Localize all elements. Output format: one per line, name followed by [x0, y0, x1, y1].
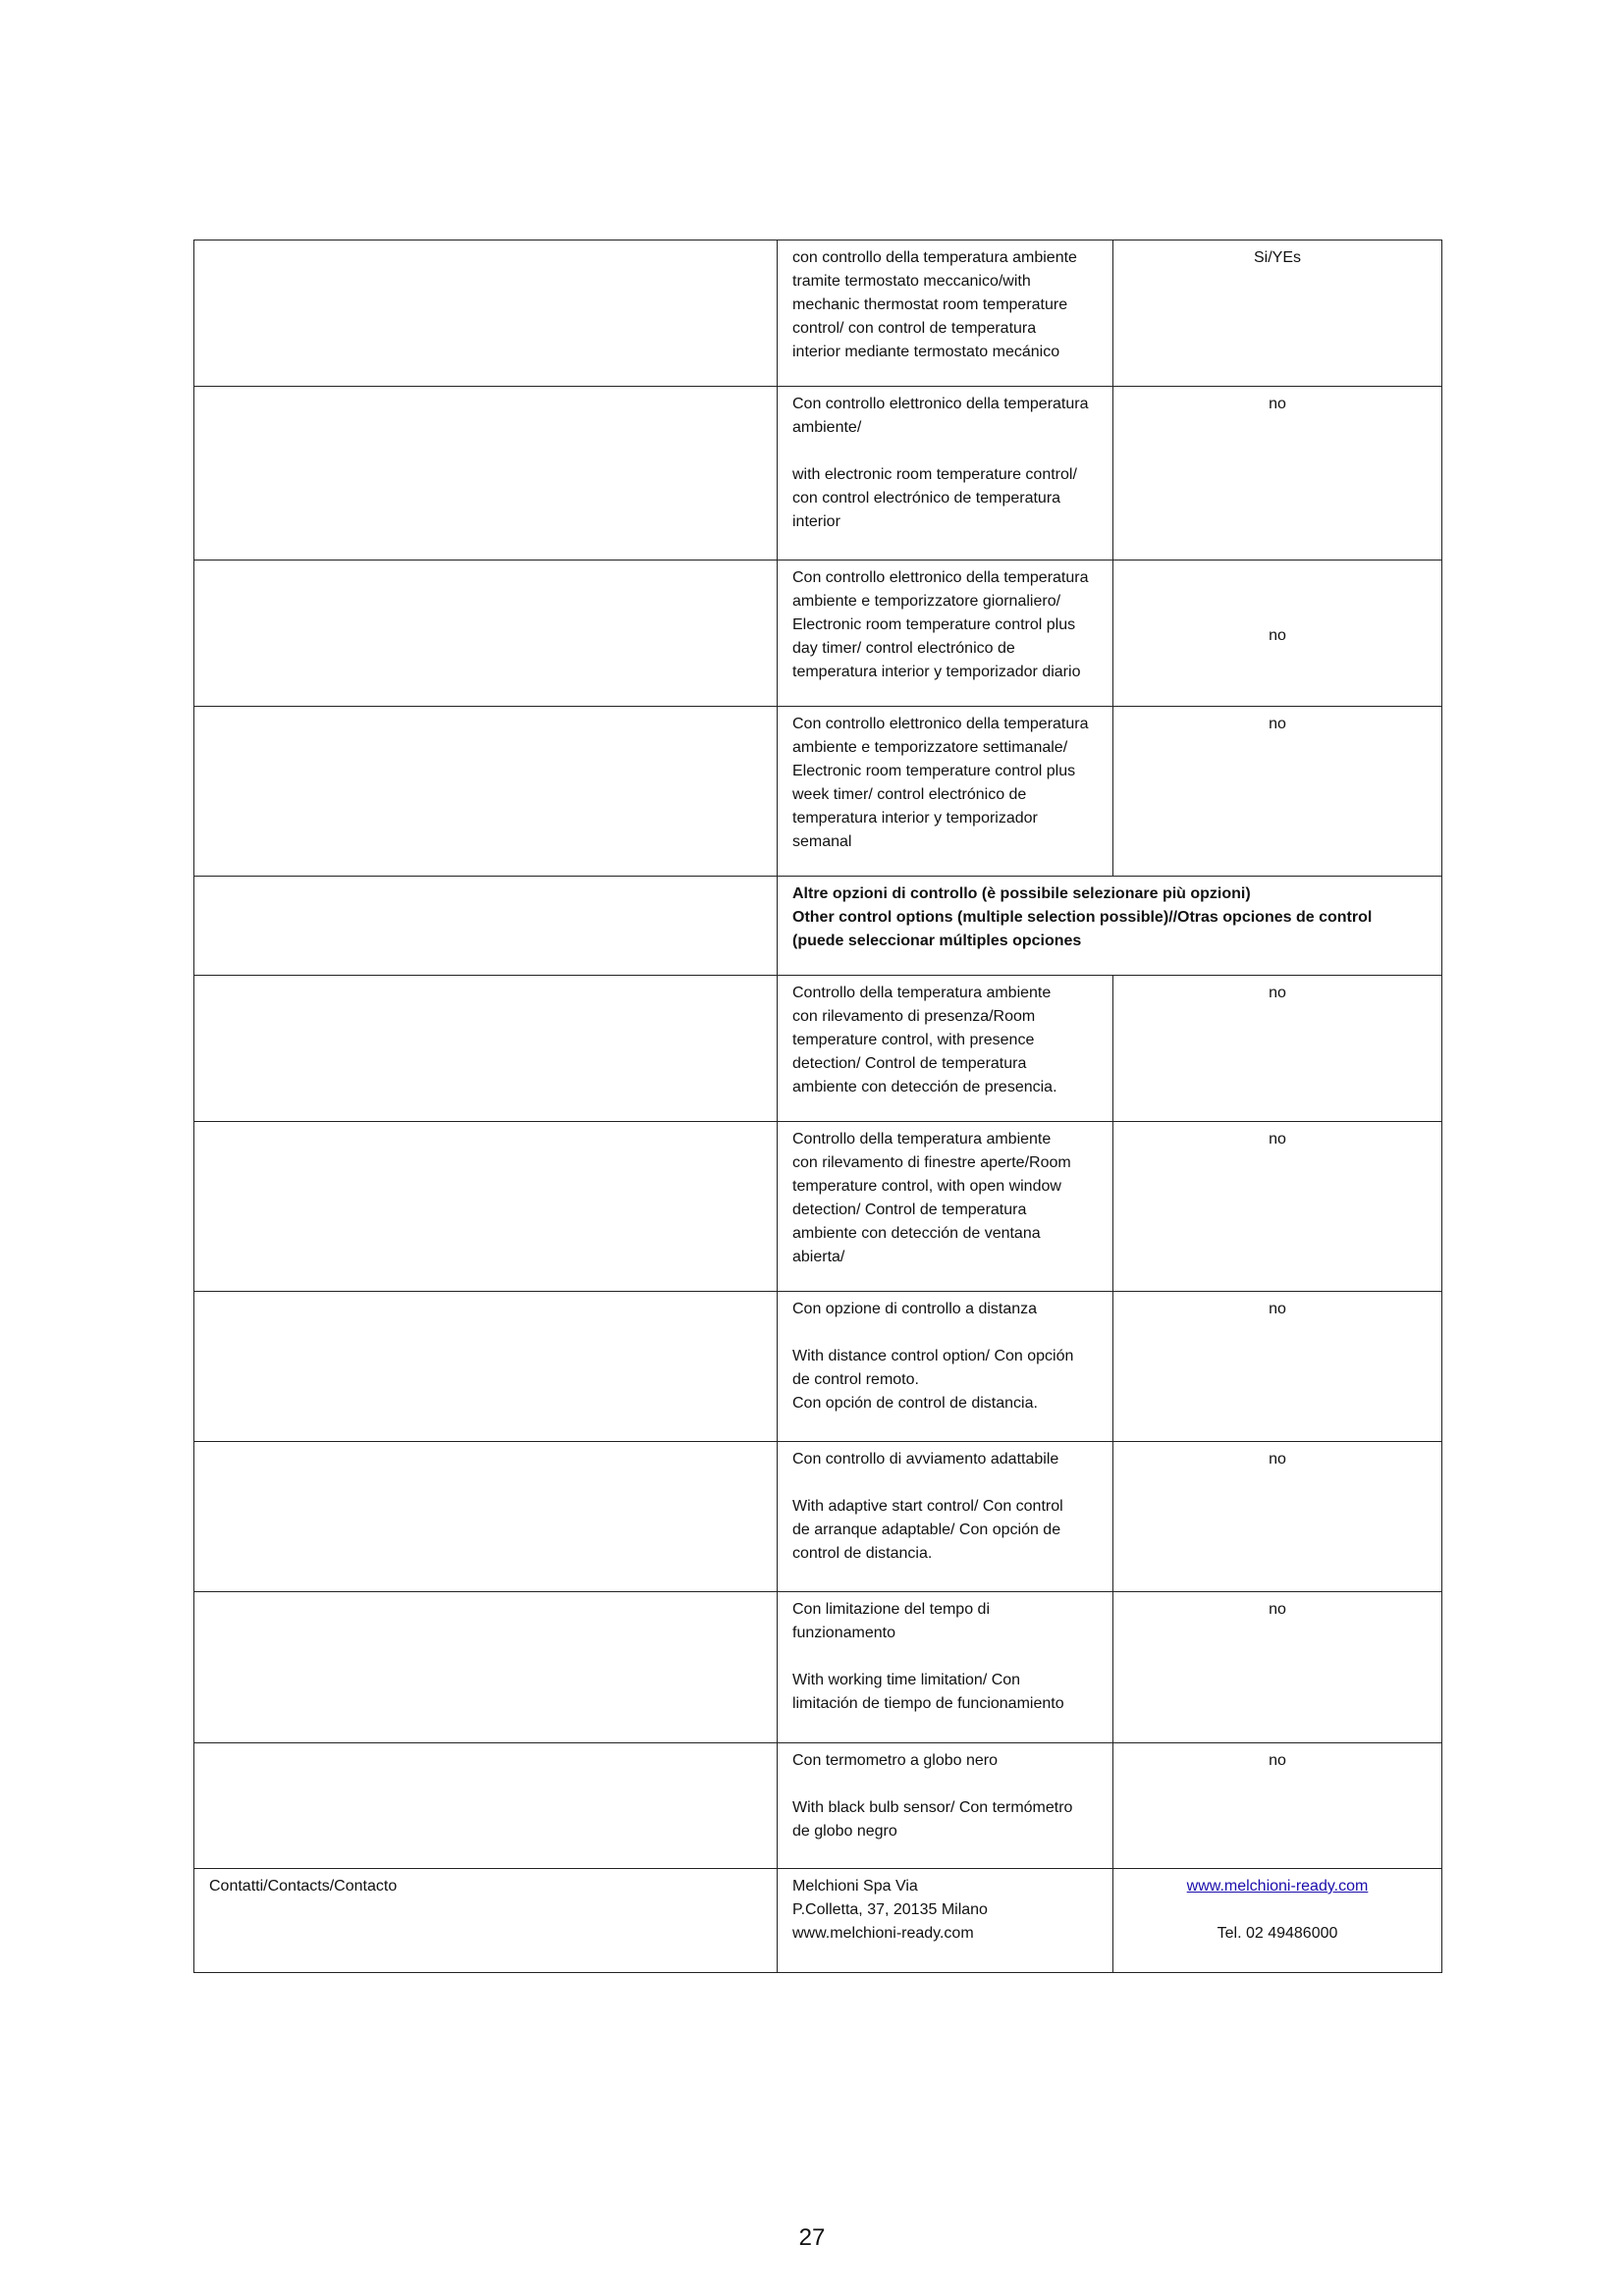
- product-info-table: con controllo della temperatura ambiente…: [193, 240, 1442, 1973]
- label-cell: [193, 240, 778, 387]
- contacts-address: Melchioni Spa Via P.Colletta, 37, 20135 …: [777, 1868, 1113, 1973]
- label-cell: [193, 1121, 778, 1292]
- table-row: Con opzione di controllo a distanza With…: [193, 1291, 1442, 1442]
- description-cell: Con controllo elettronico della temperat…: [777, 706, 1113, 877]
- table-row: Con termometro a globo nero With black b…: [193, 1742, 1442, 1869]
- value-cell: no: [1112, 1441, 1442, 1592]
- label-cell: [193, 1742, 778, 1869]
- label-cell: [193, 560, 778, 707]
- table-row: Con limitazione del tempo di funzionamen…: [193, 1591, 1442, 1743]
- table-row: Con controllo elettronico della temperat…: [193, 706, 1442, 877]
- label-cell: [193, 975, 778, 1122]
- label-cell: [193, 1441, 778, 1592]
- contacts-label: Contatti/Contacts/Contacto: [193, 1868, 778, 1973]
- section-header: Altre opzioni di controllo (è possibile …: [777, 876, 1442, 976]
- value-cell: Si/YEs: [1112, 240, 1442, 387]
- description-cell: Con limitazione del tempo di funzionamen…: [777, 1591, 1113, 1743]
- description-cell: Con termometro a globo nero With black b…: [777, 1742, 1113, 1869]
- table-row: Con controllo elettronico della temperat…: [193, 560, 1442, 707]
- phone-number: Tel. 02 49486000: [1217, 1925, 1338, 1942]
- table-row: Controllo della temperatura ambiente con…: [193, 1121, 1442, 1292]
- label-cell: [193, 1291, 778, 1442]
- value-cell: no: [1112, 1291, 1442, 1442]
- value-cell: no: [1112, 386, 1442, 561]
- description-cell: Con controllo di avviamento adattabile W…: [777, 1441, 1113, 1592]
- description-cell: Con controllo elettronico della temperat…: [777, 386, 1113, 561]
- table-row: Con controllo elettronico della temperat…: [193, 386, 1442, 561]
- table-row: Controllo della temperatura ambiente con…: [193, 975, 1442, 1122]
- contacts-row: Contatti/Contacts/Contacto Melchioni Spa…: [193, 1868, 1442, 1973]
- value-cell: no: [1112, 560, 1442, 707]
- value-cell: no: [1112, 1742, 1442, 1869]
- description-cell: con controllo della temperatura ambiente…: [777, 240, 1113, 387]
- label-cell: [193, 386, 778, 561]
- value-cell: no: [1112, 706, 1442, 877]
- value-cell: no: [1112, 1591, 1442, 1743]
- website-link[interactable]: www.melchioni-ready.com: [1186, 1878, 1369, 1895]
- section-header-row: Altre opzioni di controllo (è possibile …: [193, 876, 1442, 976]
- label-cell: [193, 706, 778, 877]
- description-cell: Controllo della temperatura ambiente con…: [777, 1121, 1113, 1292]
- label-cell: [193, 1591, 778, 1743]
- contacts-links: www.melchioni-ready.com Tel. 02 49486000: [1112, 1868, 1442, 1973]
- table-row: Con controllo di avviamento adattabile W…: [193, 1441, 1442, 1592]
- value-cell: no: [1112, 975, 1442, 1122]
- description-cell: Con opzione di controllo a distanza With…: [777, 1291, 1113, 1442]
- description-cell: Con controllo elettronico della temperat…: [777, 560, 1113, 707]
- value-cell: no: [1112, 1121, 1442, 1292]
- table-row: con controllo della temperatura ambiente…: [193, 240, 1442, 387]
- description-cell: Controllo della temperatura ambiente con…: [777, 975, 1113, 1122]
- label-cell: [193, 876, 778, 976]
- page-number: 27: [798, 2224, 826, 2251]
